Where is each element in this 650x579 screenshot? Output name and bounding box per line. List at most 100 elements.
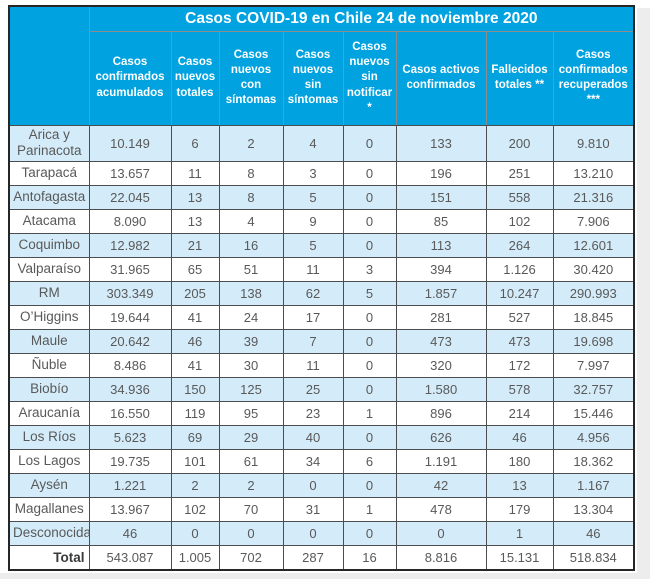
data-cell: 0 — [342, 521, 397, 547]
total-label: Total — [8, 545, 90, 571]
data-cell: 1.191 — [395, 449, 487, 475]
table-row: Valparaíso 31.965 65 51 11 3 394 1.126 30.420 — [8, 257, 635, 283]
region-name: Desconocida — [8, 521, 90, 547]
data-cell: 41 — [170, 353, 220, 379]
data-cell: 7.997 — [552, 353, 635, 379]
data-cell: 6 — [170, 124, 220, 163]
data-cell: 214 — [485, 401, 554, 427]
data-cell: 478 — [395, 497, 487, 523]
data-cell: 13 — [485, 473, 554, 499]
table-row: Los Ríos 5.623 69 29 40 0 626 46 4.956 — [8, 425, 635, 451]
data-cell: 205 — [170, 281, 220, 307]
data-cell: 19.735 — [88, 449, 172, 475]
covid-cases-table: Casos COVID-19 en Chile 24 de noviembre … — [8, 5, 636, 571]
data-cell: 1 — [342, 401, 397, 427]
title-row: Casos COVID-19 en Chile 24 de noviembre … — [8, 5, 635, 126]
data-cell: 32.757 — [552, 377, 635, 403]
data-cell: 0 — [342, 329, 397, 355]
data-cell: 1.221 — [88, 473, 172, 499]
data-cell: 39 — [218, 329, 284, 355]
data-cell: 151 — [395, 185, 487, 211]
data-cell: 200 — [485, 124, 554, 163]
data-cell: 172 — [485, 353, 554, 379]
data-cell: 15.446 — [552, 401, 635, 427]
data-cell: 16 — [218, 233, 284, 259]
total-cell: 15.131 — [485, 545, 554, 571]
data-cell: 21.316 — [552, 185, 635, 211]
data-cell: 303.349 — [88, 281, 172, 307]
data-cell: 264 — [485, 233, 554, 259]
data-cell: 70 — [218, 497, 284, 523]
region-name: Antofagasta — [8, 185, 90, 211]
data-cell: 5 — [282, 233, 344, 259]
data-cell: 24 — [218, 305, 284, 331]
column-header: Casos nuevos sin síntomas — [282, 30, 344, 126]
data-cell: 1 — [485, 521, 554, 547]
data-cell: 558 — [485, 185, 554, 211]
data-cell: 2 — [218, 124, 284, 163]
table-row: RM 303.349 205 138 62 5 1.857 10.247 290.993 — [8, 281, 635, 307]
data-cell: 1.167 — [552, 473, 635, 499]
data-cell: 138 — [218, 281, 284, 307]
data-cell: 30.420 — [552, 257, 635, 283]
data-cell: 4 — [218, 209, 284, 235]
data-cell: 394 — [395, 257, 487, 283]
region-name: Coquimbo — [8, 233, 90, 259]
region-name: Valparaíso — [8, 257, 90, 283]
table-body: Arica y Parinacota 10.149 6 2 4 0 133 200 9.810 T… — [8, 124, 635, 571]
data-cell: 31.965 — [88, 257, 172, 283]
data-cell: 0 — [342, 185, 397, 211]
data-cell: 7 — [282, 329, 344, 355]
data-cell: 0 — [282, 473, 344, 499]
data-cell: 13.967 — [88, 497, 172, 523]
region-name: Aysén — [8, 473, 90, 499]
data-cell: 46 — [552, 521, 635, 547]
data-cell: 119 — [170, 401, 220, 427]
data-cell: 0 — [342, 473, 397, 499]
data-cell: 6 — [342, 449, 397, 475]
column-header: Casos activos confirmados — [395, 30, 487, 126]
data-cell: 61 — [218, 449, 284, 475]
table-row: Atacama 8.090 13 4 9 0 85 102 7.906 — [8, 209, 635, 235]
region-name: Los Lagos — [8, 449, 90, 475]
data-cell: 51 — [218, 257, 284, 283]
data-cell: 251 — [485, 161, 554, 187]
data-cell: 69 — [170, 425, 220, 451]
data-cell: 12.982 — [88, 233, 172, 259]
table-row: O’Higgins 19.644 41 24 17 0 281 527 18.845 — [8, 305, 635, 331]
data-cell: 896 — [395, 401, 487, 427]
total-cell: 16 — [342, 545, 397, 571]
region-name: Maule — [8, 329, 90, 355]
data-cell: 17 — [282, 305, 344, 331]
data-cell: 626 — [395, 425, 487, 451]
data-cell: 4.956 — [552, 425, 635, 451]
data-cell: 95 — [218, 401, 284, 427]
data-cell: 11 — [282, 353, 344, 379]
data-cell: 113 — [395, 233, 487, 259]
data-cell: 13 — [170, 185, 220, 211]
data-cell: 180 — [485, 449, 554, 475]
data-cell: 2 — [170, 473, 220, 499]
page-edge-right — [637, 8, 650, 579]
data-cell: 290.993 — [552, 281, 635, 307]
data-cell: 18.362 — [552, 449, 635, 475]
data-cell: 8.090 — [88, 209, 172, 235]
data-cell: 23 — [282, 401, 344, 427]
region-name: Atacama — [8, 209, 90, 235]
data-cell: 7.906 — [552, 209, 635, 235]
data-cell: 0 — [342, 124, 397, 163]
data-cell: 16.550 — [88, 401, 172, 427]
data-cell: 101 — [170, 449, 220, 475]
data-cell: 34 — [282, 449, 344, 475]
data-cell: 46 — [485, 425, 554, 451]
page-edge-bottom — [0, 573, 637, 579]
data-cell: 0 — [342, 233, 397, 259]
data-cell: 196 — [395, 161, 487, 187]
region-name: Arica y Parinacota — [8, 124, 90, 163]
data-cell: 527 — [485, 305, 554, 331]
table-row: Araucanía 16.550 119 95 23 1 896 214 15.446 — [8, 401, 635, 427]
data-cell: 5.623 — [88, 425, 172, 451]
data-cell: 0 — [342, 377, 397, 403]
data-cell: 12.601 — [552, 233, 635, 259]
region-name: RM — [8, 281, 90, 307]
